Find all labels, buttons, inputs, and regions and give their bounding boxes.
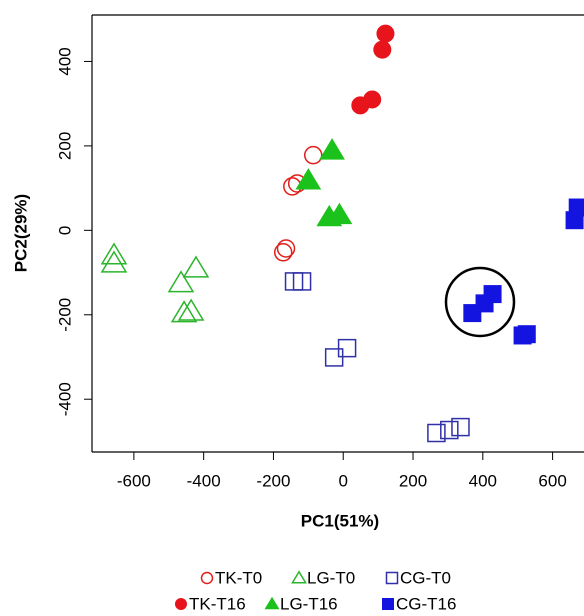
point	[373, 40, 392, 59]
x-tick-label: -200	[256, 471, 290, 490]
legend-label: CG-T0	[400, 568, 451, 587]
y-axis-title: PC2(29%)	[11, 194, 30, 272]
point	[170, 300, 198, 323]
legend-label: TK-T16	[189, 594, 246, 613]
point	[100, 242, 128, 265]
point	[440, 420, 459, 440]
x-tick-label: 600	[538, 471, 566, 490]
x-tick-label: -400	[187, 471, 221, 490]
y-tick-label: 200	[55, 132, 74, 160]
x-tick-label: 0	[338, 471, 347, 490]
point	[451, 417, 470, 437]
legend-label: LG-T0	[307, 568, 355, 587]
point	[276, 239, 296, 258]
y-tick-label: 0	[55, 226, 74, 235]
point	[565, 211, 584, 230]
point	[292, 272, 312, 291]
point	[483, 285, 502, 304]
legend-marker	[175, 598, 187, 610]
x-tick-label: -600	[117, 471, 151, 490]
point	[167, 270, 195, 293]
point	[319, 138, 345, 160]
point	[324, 348, 344, 367]
highlight-circle	[444, 266, 516, 338]
point	[182, 255, 210, 278]
legend-label: LG-T16	[280, 594, 338, 613]
point	[363, 90, 382, 109]
x-tick-label: 400	[469, 471, 497, 490]
y-tick-label: -200	[55, 298, 74, 332]
point	[517, 325, 536, 344]
legend-marker	[264, 596, 280, 610]
point	[326, 202, 353, 225]
point	[295, 168, 322, 190]
y-tick-label: 400	[55, 47, 74, 75]
legend-marker	[291, 570, 307, 584]
point	[376, 24, 395, 43]
y-tick-label: -400	[55, 382, 74, 416]
legend-label: TK-T0	[215, 568, 262, 587]
legend-marker	[200, 571, 214, 585]
point	[337, 338, 357, 358]
legend-label: CG-T16	[396, 594, 456, 613]
x-axis-title: PC1(51%)	[301, 511, 379, 530]
point	[100, 250, 128, 273]
point	[303, 145, 323, 165]
legend-marker	[385, 571, 399, 585]
legend-marker	[382, 598, 394, 610]
point	[177, 298, 205, 321]
point	[427, 423, 446, 443]
point	[273, 243, 293, 262]
x-tick-label: 200	[399, 471, 427, 490]
